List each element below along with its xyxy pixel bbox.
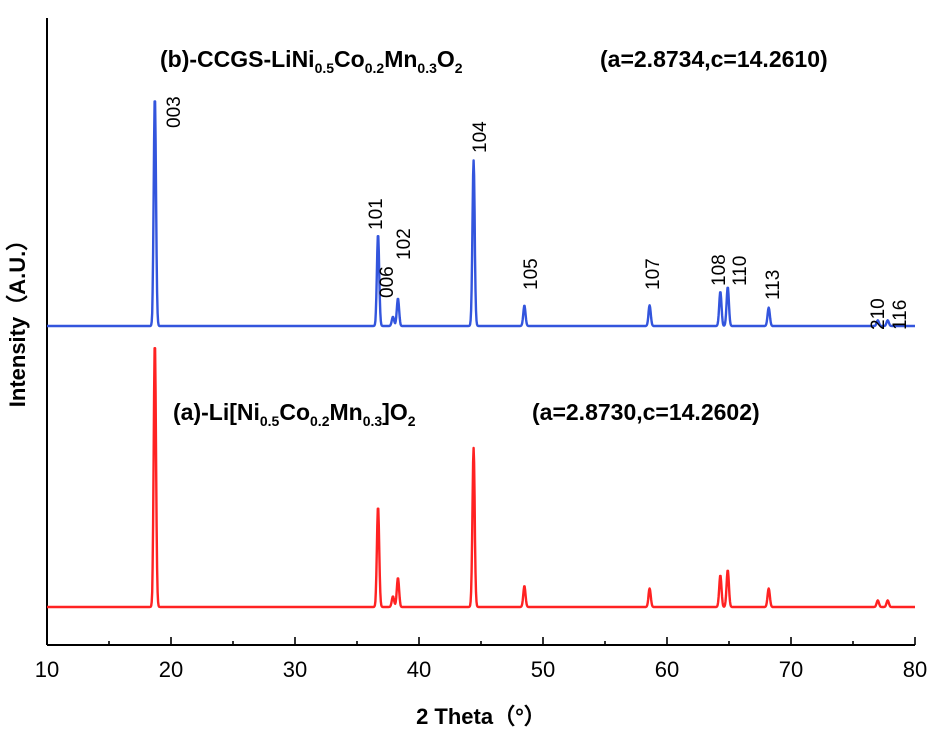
peak-label: 105 [521, 258, 542, 290]
x-tick-label: 10 [35, 657, 59, 682]
peak-label: 107 [643, 258, 664, 290]
x-tick-label: 70 [779, 657, 803, 682]
x-tick-label: 30 [283, 657, 307, 682]
peak-label: 116 [890, 300, 911, 330]
peak-label: 102 [394, 228, 415, 260]
x-tick-label: 40 [407, 657, 431, 682]
series-a-line [46, 347, 916, 609]
peak-label: 210 [868, 298, 889, 330]
peak-label: 006 [377, 266, 398, 298]
series-b-label: (b)-CCGS-LiNi0.5Co0.2Mn0.3O2 [160, 46, 463, 76]
peak-labels: 003 101 006 102 104 105 107 108 110 113 210 116 [164, 96, 911, 330]
y-axis-title: Intensity（A.U.） [5, 229, 30, 407]
peak-label: 108 [709, 254, 730, 286]
series-a-lattice: (a=2.8730,c=14.2602) [532, 399, 760, 425]
peak-label: 110 [730, 256, 751, 286]
x-axis-ticks: 10 20 30 40 50 60 70 80 [35, 637, 927, 682]
x-tick-label: 20 [159, 657, 183, 682]
x-tick-label: 80 [903, 657, 927, 682]
series-a-label: (a)-Li[Ni0.5Co0.2Mn0.3]O2 [173, 399, 416, 429]
peak-label: 003 [164, 96, 185, 128]
x-tick-label: 60 [655, 657, 679, 682]
peak-label: 101 [366, 198, 387, 230]
series-b-lattice: (a=2.8734,c=14.2610) [600, 46, 828, 72]
peak-label: 104 [470, 121, 491, 153]
x-axis-title: 2 Theta（°） [416, 704, 546, 729]
x-tick-label: 50 [531, 657, 555, 682]
peak-label: 113 [763, 270, 784, 300]
plot-traces [46, 100, 916, 609]
series-b-line [46, 100, 916, 328]
